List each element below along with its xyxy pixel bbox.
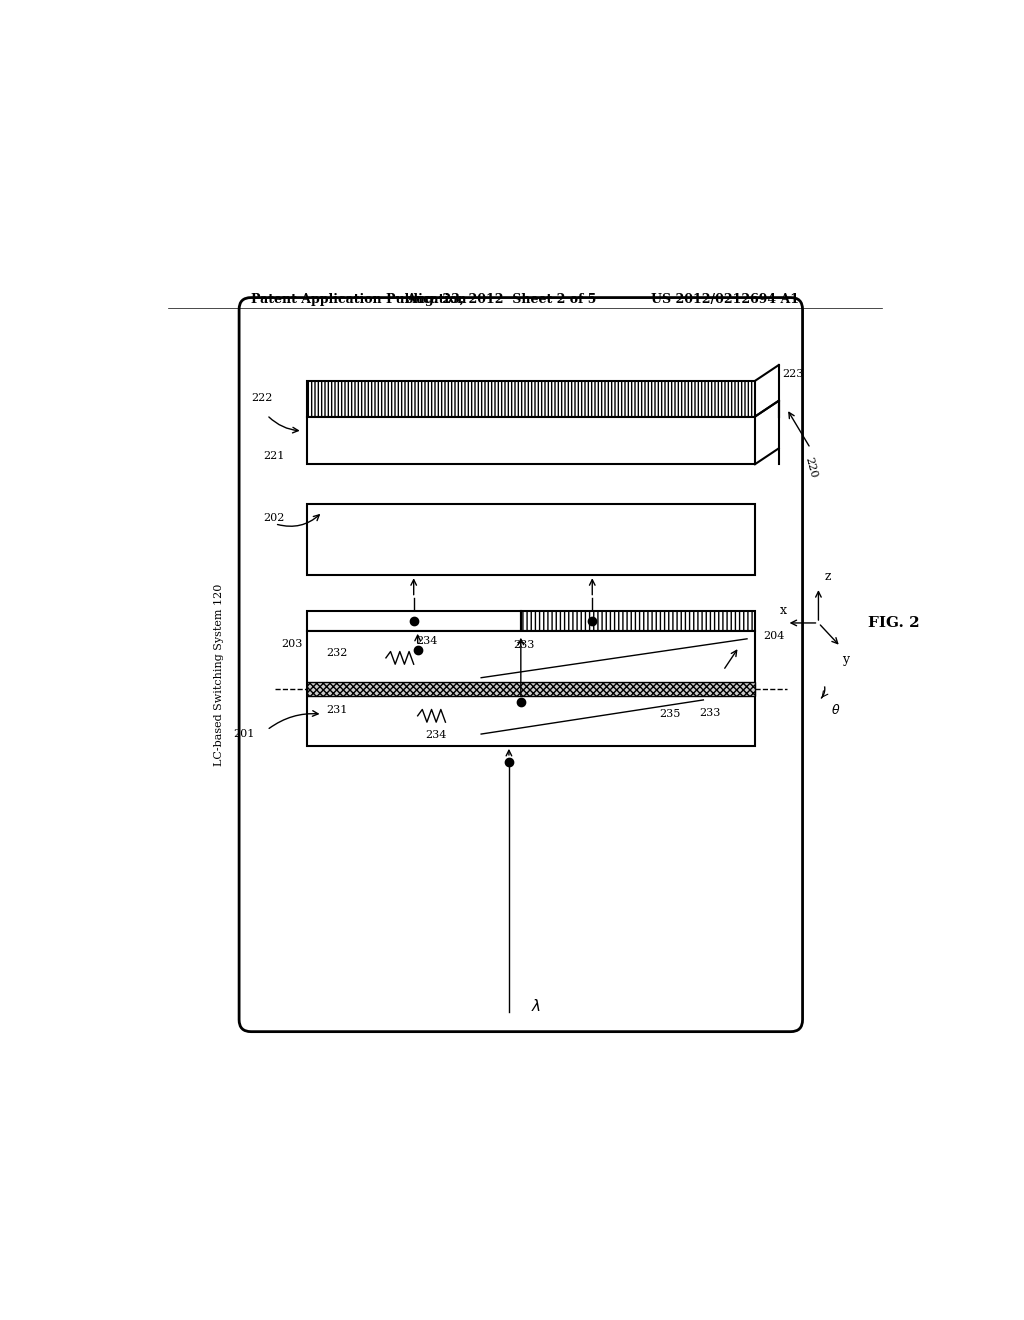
Text: 231: 231 <box>327 705 348 715</box>
Text: 222: 222 <box>251 393 272 403</box>
Bar <box>306 681 755 696</box>
Bar <box>306 381 755 417</box>
Text: 233: 233 <box>513 640 535 649</box>
Text: 201: 201 <box>233 729 255 739</box>
Text: 234: 234 <box>416 636 437 645</box>
Text: 203: 203 <box>282 639 303 649</box>
Text: 220: 220 <box>803 457 818 479</box>
Text: $\theta$: $\theta$ <box>831 704 841 717</box>
Text: 204: 204 <box>763 631 784 642</box>
Bar <box>306 417 755 465</box>
FancyBboxPatch shape <box>240 297 803 1032</box>
Text: 235: 235 <box>659 709 681 719</box>
Text: z: z <box>824 570 831 583</box>
Text: y: y <box>842 653 849 667</box>
Text: 234: 234 <box>426 730 446 741</box>
Bar <box>306 504 755 576</box>
Text: x: x <box>780 603 787 616</box>
Bar <box>306 631 755 746</box>
Text: $\lambda$: $\lambda$ <box>531 998 542 1014</box>
Text: 202: 202 <box>263 513 285 523</box>
Text: 223: 223 <box>782 370 804 379</box>
Text: 221: 221 <box>263 451 285 461</box>
Bar <box>306 611 521 631</box>
Text: +: + <box>516 638 525 648</box>
Text: 232: 232 <box>327 648 348 659</box>
Text: FIG. 2: FIG. 2 <box>868 616 920 630</box>
Text: LC-based Switching System 120: LC-based Switching System 120 <box>214 583 224 766</box>
Text: 233: 233 <box>699 708 721 718</box>
Text: Patent Application Publication: Patent Application Publication <box>251 293 467 306</box>
Bar <box>521 611 755 631</box>
Text: Aug. 23, 2012  Sheet 2 of 5: Aug. 23, 2012 Sheet 2 of 5 <box>406 293 596 306</box>
Text: US 2012/0212694 A1: US 2012/0212694 A1 <box>650 293 799 306</box>
